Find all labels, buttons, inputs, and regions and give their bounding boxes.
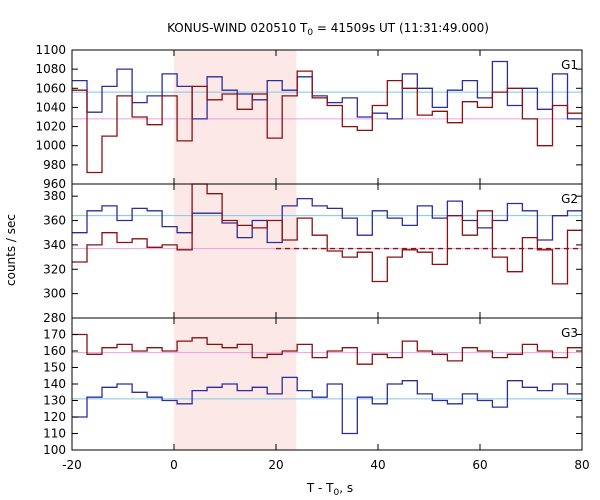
- series-blue-g1: [72, 60, 582, 120]
- panel-label-g3: G3: [561, 326, 578, 340]
- y-tick-label: 1060: [35, 81, 66, 95]
- y-tick-label: 150: [43, 361, 66, 375]
- x-tick-label: 20: [268, 458, 283, 472]
- y-axis-label: counts / sec: [4, 214, 18, 286]
- x-tick-label: -20: [62, 458, 82, 472]
- y-tick-label: 980: [43, 158, 66, 172]
- y-tick-label: 960: [43, 177, 66, 191]
- y-tick-label: 300: [43, 287, 66, 301]
- y-tick-label: 1100: [35, 43, 66, 57]
- y-tick-label: 170: [43, 328, 66, 342]
- x-tick-label: 0: [170, 458, 178, 472]
- shaded-interval: [174, 50, 297, 450]
- x-tick-label: 40: [370, 458, 385, 472]
- y-tick-label: 280: [43, 311, 66, 325]
- plot-area: 960980100010201040106010801100G128030032…: [35, 43, 589, 472]
- y-tick-label: 110: [43, 427, 66, 441]
- y-tick-label: 320: [43, 262, 66, 276]
- chart-title: KONUS-WIND 020510 T0 = 41509s UT (11:31:…: [167, 21, 489, 38]
- y-tick-label: 100: [43, 443, 66, 457]
- x-tick-label: 80: [574, 458, 589, 472]
- series-red-g2: [72, 183, 582, 285]
- panel-label-g1: G1: [561, 58, 578, 72]
- series-blue-g3: [72, 376, 582, 435]
- series-red-g3: [72, 333, 582, 365]
- y-tick-label: 120: [43, 410, 66, 424]
- panel-frame-g1: [71, 49, 583, 185]
- panel-label-g2: G2: [561, 192, 578, 206]
- y-tick-label: 140: [43, 377, 66, 391]
- y-tick-label: 360: [43, 214, 66, 228]
- x-axis-label: T - T0, s: [306, 481, 353, 498]
- y-tick-label: 1020: [35, 120, 66, 134]
- y-tick-label: 130: [43, 394, 66, 408]
- y-tick-label: 380: [43, 189, 66, 203]
- y-tick-label: 340: [43, 238, 66, 252]
- x-tick-label: 60: [472, 458, 487, 472]
- y-tick-label: 1000: [35, 139, 66, 153]
- y-tick-label: 160: [43, 344, 66, 358]
- y-tick-label: 1080: [35, 62, 66, 76]
- y-tick-label: 1040: [35, 100, 66, 114]
- series-red-g1: [72, 70, 582, 174]
